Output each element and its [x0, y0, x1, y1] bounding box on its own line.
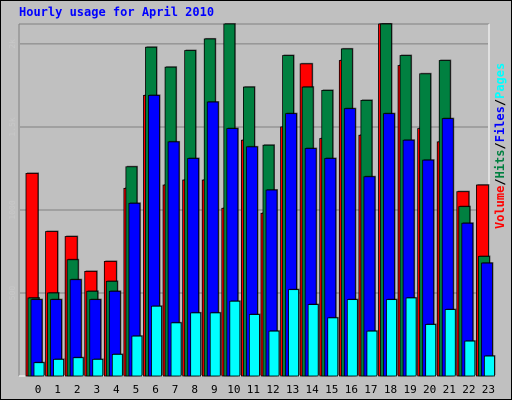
chart-title: Hourly usage for April 2010 [19, 5, 215, 19]
x-tick-label: 21 [443, 383, 456, 396]
y-tick-labels: 500 1000 1.5k 2k [8, 39, 17, 300]
bar-pages-0 [33, 362, 45, 377]
x-tick-label: 4 [113, 383, 120, 396]
bar-pages-10 [229, 300, 241, 377]
bar-pages-17 [366, 330, 378, 377]
bar-pages-12 [268, 330, 280, 377]
bar-pages-22 [464, 340, 476, 377]
x-tick-label: 1 [54, 383, 61, 396]
x-tick-label: 16 [345, 383, 358, 396]
bar-pages-1 [53, 358, 64, 377]
bar-pages-14 [307, 304, 319, 377]
bar-pages-23 [484, 355, 495, 377]
legend-item-files: Files [493, 106, 507, 142]
x-tick-label: 12 [266, 383, 279, 396]
bar-pages-18 [386, 299, 397, 377]
y-tick-label: 2k [8, 39, 17, 49]
bar-pages-8 [190, 312, 202, 377]
bar-pages-11 [249, 314, 260, 377]
x-tick-label: 23 [482, 383, 495, 396]
x-tick-label: 2 [74, 383, 81, 396]
legend-text: Volume/Hits/Files/Pages [493, 63, 507, 229]
legend-item-hits: Hits [493, 150, 507, 179]
x-tick-label: 13 [286, 383, 299, 396]
legend-separator: / [493, 178, 507, 185]
x-tick-labels: 0 1 2 3 4 5 6 7 8 9 10 11 12 13 14 15 16 17 18 19 20 21 22 23 [35, 383, 495, 396]
x-tick-label: 11 [247, 383, 260, 396]
x-tick-label: 17 [364, 383, 377, 396]
y-tick-label: 1.5k [8, 117, 17, 136]
bar-pages-13 [288, 289, 299, 377]
legend-separator: / [493, 142, 507, 149]
x-tick-label: 3 [93, 383, 100, 396]
bar-pages-2 [72, 357, 84, 377]
x-tick-label: 14 [306, 383, 320, 396]
legend-separator: / [493, 99, 507, 106]
bar-pages-7 [170, 322, 182, 377]
x-tick-label: 10 [227, 383, 240, 396]
x-tick-label: 7 [172, 383, 179, 396]
y-tick-label: 500 [8, 286, 17, 301]
bar-pages-9 [209, 312, 221, 377]
bar-pages-5 [131, 335, 143, 377]
x-tick-label: 5 [133, 383, 140, 396]
x-tick-label: 22 [462, 383, 475, 396]
x-tick-label: 6 [152, 383, 159, 396]
bar-pages-20 [425, 324, 437, 377]
x-tick-label: 15 [325, 383, 338, 396]
x-tick-label: 0 [35, 383, 42, 396]
bar-pages-15 [327, 317, 339, 377]
legend-item-volume: Volume [493, 186, 507, 229]
bar-pages-4 [111, 354, 123, 377]
y-tick-label: 1000 [8, 200, 17, 219]
legend: Volume/Hits/Files/Pages [493, 63, 507, 229]
bar-pages-3 [92, 358, 104, 377]
x-tick-label: 20 [423, 383, 436, 396]
x-tick-label: 8 [191, 383, 198, 396]
legend-item-pages: Pages [493, 63, 507, 99]
x-tick-label: 19 [403, 383, 416, 396]
x-tick-label: 9 [211, 383, 218, 396]
x-tick-label: 18 [384, 383, 397, 396]
bar-pages-19 [405, 297, 417, 377]
bar-pages-21 [444, 309, 456, 377]
bar-pages-16 [346, 299, 358, 377]
bar-pages-6 [151, 305, 162, 377]
bars [25, 23, 496, 377]
